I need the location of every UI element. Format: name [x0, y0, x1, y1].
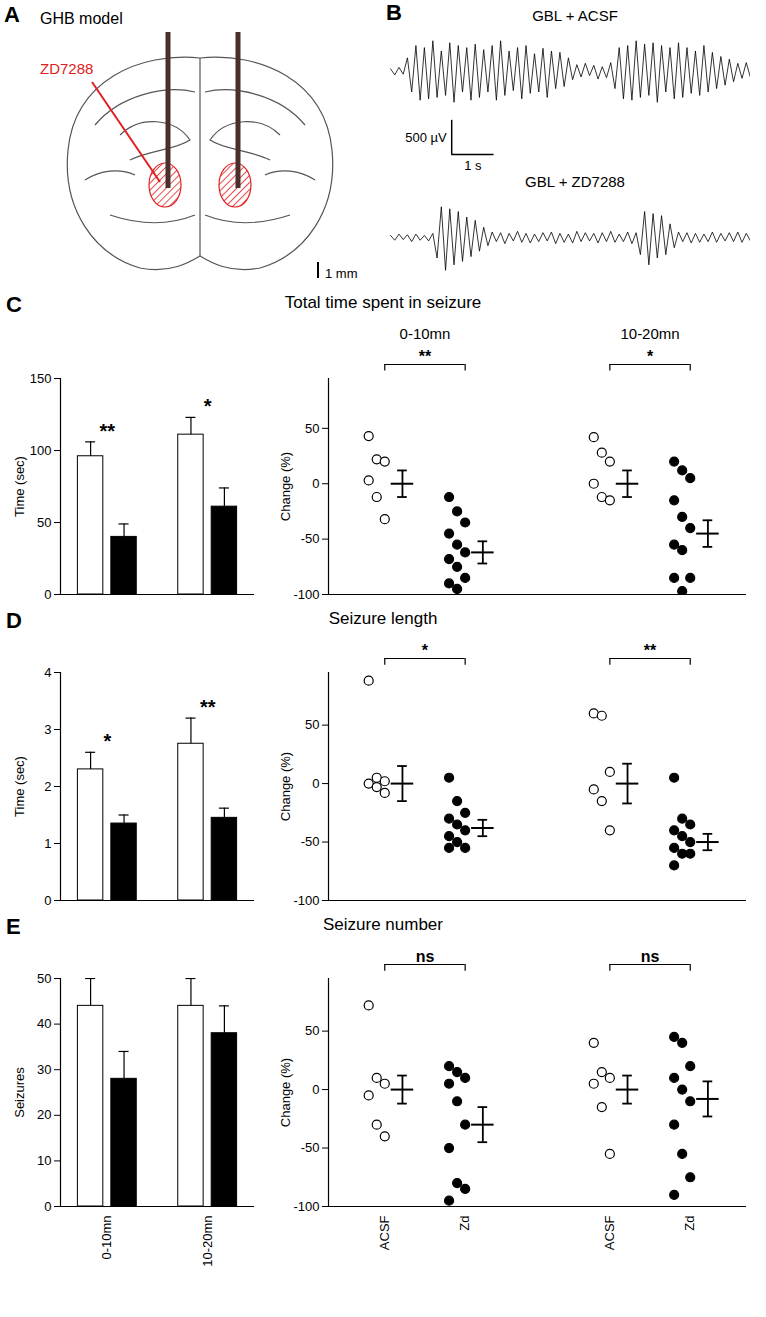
svg-text:1: 1: [44, 836, 51, 851]
svg-text:Change (%): Change (%): [278, 752, 293, 821]
svg-text:**: **: [644, 642, 657, 659]
html-text:B: B: [386, 0, 402, 25]
svg-text:10: 10: [37, 1153, 51, 1168]
svg-text:1 s: 1 s: [464, 158, 482, 173]
html-text:E: E: [6, 914, 21, 939]
svg-text:ACSF: ACSF: [377, 1215, 392, 1250]
svg-text:-100: -100: [293, 1199, 319, 1214]
svg-text:**: **: [419, 348, 432, 365]
svg-text:3: 3: [44, 722, 51, 737]
svg-text:30: 30: [37, 1062, 51, 1077]
svg-text:0-10mn: 0-10mn: [99, 1216, 114, 1260]
svg-text:0: 0: [44, 587, 51, 602]
svg-text:ACSF: ACSF: [602, 1215, 617, 1250]
svg-text:40: 40: [37, 1016, 51, 1031]
svg-text:*: *: [204, 395, 212, 417]
svg-text:10-20mn: 10-20mn: [200, 1216, 215, 1267]
svg-text:**: **: [200, 696, 216, 718]
svg-text:Change (%): Change (%): [278, 1058, 293, 1127]
svg-text:50: 50: [37, 971, 51, 986]
svg-text:50: 50: [37, 515, 51, 530]
svg-text:Time (sec): Time (sec): [12, 456, 27, 517]
svg-text:-50: -50: [301, 834, 320, 849]
svg-text:ZD7288: ZD7288: [40, 60, 93, 77]
svg-text:50: 50: [305, 421, 319, 436]
svg-text:*: *: [103, 730, 111, 752]
svg-text:50: 50: [305, 1023, 319, 1038]
svg-text:*: *: [422, 642, 429, 659]
svg-text:10-20mn: 10-20mn: [620, 325, 679, 342]
svg-text:0-10mn: 0-10mn: [400, 325, 451, 342]
svg-text:0: 0: [312, 476, 319, 491]
svg-text:-100: -100: [293, 893, 319, 908]
svg-text:0: 0: [312, 1082, 319, 1097]
svg-text:Seizures: Seizures: [12, 1067, 27, 1118]
svg-text:Zd: Zd: [682, 1216, 697, 1231]
svg-text:150: 150: [30, 371, 52, 386]
svg-text:ns: ns: [416, 948, 435, 965]
html-text:D: D: [6, 608, 22, 633]
svg-text:1 mm: 1 mm: [325, 266, 358, 281]
html-text:GBL + ZD7288: GBL + ZD7288: [525, 173, 625, 190]
svg-text:Zd: Zd: [457, 1216, 472, 1231]
html-text:Total time spent in seizure: Total time spent in seizure: [284, 293, 482, 312]
svg-text:-50: -50: [301, 1140, 320, 1155]
svg-text:GHB model: GHB model: [40, 10, 123, 27]
svg-text:Change (%): Change (%): [278, 452, 293, 521]
svg-text:-100: -100: [293, 587, 319, 602]
svg-text:100: 100: [30, 443, 52, 458]
svg-text:0: 0: [312, 776, 319, 791]
svg-text:A: A: [4, 2, 20, 27]
html-text:C: C: [6, 292, 22, 317]
svg-text:*: *: [647, 348, 654, 365]
svg-text:0: 0: [44, 893, 51, 908]
html-text:GBL + ACSF: GBL + ACSF: [532, 7, 618, 24]
html-text:Seizure number: Seizure number: [323, 915, 443, 934]
svg-text:0: 0: [44, 1199, 51, 1214]
svg-text:20: 20: [37, 1107, 51, 1122]
svg-text:4: 4: [44, 665, 51, 680]
svg-text:500 µV: 500 µV: [405, 130, 447, 145]
svg-text:2: 2: [44, 779, 51, 794]
svg-text:-50: -50: [301, 531, 320, 546]
svg-text:ns: ns: [641, 948, 660, 965]
svg-text:Time (sec): Time (sec): [12, 756, 27, 817]
svg-text:**: **: [100, 420, 116, 442]
svg-text:50: 50: [305, 717, 319, 732]
html-text:Seizure length: Seizure length: [328, 609, 438, 628]
